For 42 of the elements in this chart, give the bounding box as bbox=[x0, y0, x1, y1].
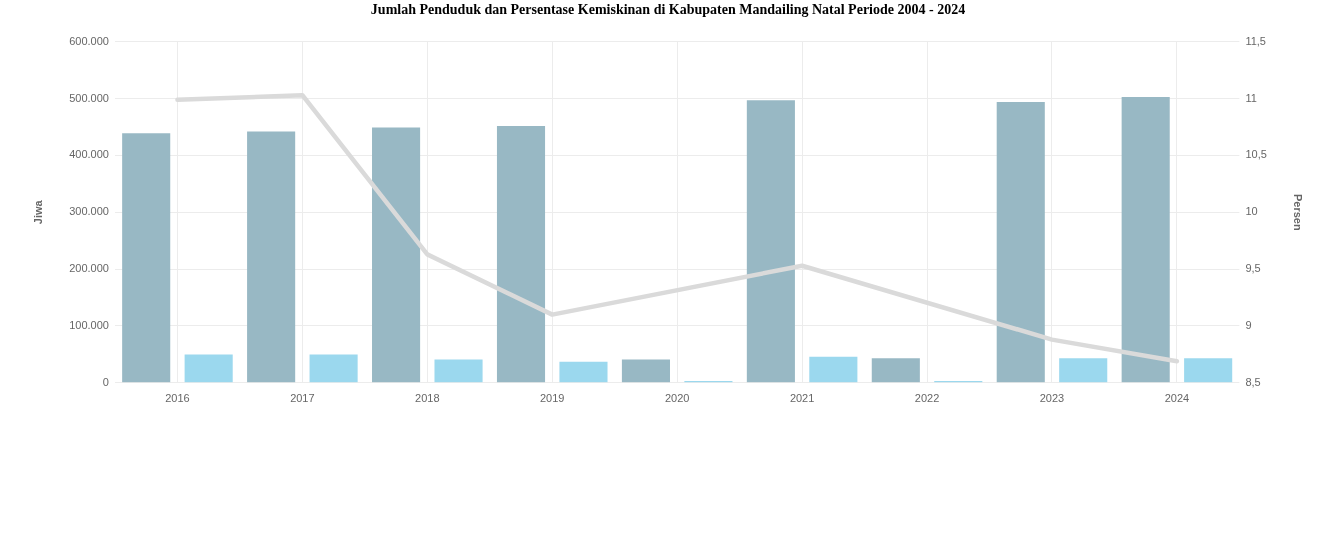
bar bbox=[122, 133, 171, 383]
y2-tick-label: 9,5 bbox=[1245, 262, 1261, 275]
y-tick-label: 600.000 bbox=[69, 34, 109, 47]
y2-tick-label: 9 bbox=[1245, 319, 1252, 331]
bar bbox=[809, 356, 858, 383]
bar bbox=[1059, 358, 1108, 383]
bar bbox=[247, 131, 296, 383]
y-tick-label: 300.000 bbox=[69, 205, 109, 218]
x-tick-label: 2016 bbox=[165, 392, 190, 405]
y-tick-label: 0 bbox=[102, 375, 109, 388]
y2-tick-label: 8,5 bbox=[1245, 375, 1261, 388]
bar bbox=[372, 127, 421, 383]
y2-tick-label: 11,5 bbox=[1245, 34, 1266, 47]
bar bbox=[746, 100, 795, 383]
y2-tick-label: 11 bbox=[1245, 91, 1257, 104]
y2-tick-label: 10 bbox=[1245, 205, 1258, 218]
x-tick-label: 2023 bbox=[1039, 392, 1065, 405]
y-tick-label: 400.000 bbox=[69, 148, 109, 161]
bar bbox=[871, 358, 920, 383]
bar bbox=[1184, 358, 1233, 383]
x-tick-label: 2019 bbox=[540, 392, 565, 405]
bar bbox=[309, 354, 358, 383]
y-axis-title: Jiwa bbox=[31, 199, 44, 225]
y-tick-label: 100.000 bbox=[69, 319, 109, 331]
y-tick-label: 500.000 bbox=[69, 91, 109, 104]
chart-title: Jumlah Penduduk dan Persentase Kemiskinan di Kabupaten Mandailing Natal Periode 2004 - 2024 bbox=[370, 2, 966, 18]
bar bbox=[559, 361, 608, 383]
bar bbox=[496, 125, 546, 383]
x-tick-label: 2017 bbox=[290, 392, 315, 405]
bar bbox=[1121, 96, 1170, 383]
bar bbox=[434, 359, 483, 383]
x-tick-label: 2020 bbox=[664, 392, 690, 405]
x-tick-label: 2018 bbox=[415, 392, 440, 405]
bar bbox=[184, 354, 233, 383]
y2-axis-title: Persen bbox=[1292, 193, 1305, 231]
x-tick-label: 2021 bbox=[789, 392, 815, 405]
x-tick-label: 2024 bbox=[1164, 392, 1190, 405]
bar bbox=[621, 359, 670, 383]
y2-tick-label: 10,5 bbox=[1245, 148, 1267, 161]
y-tick-label: 200.000 bbox=[69, 262, 109, 275]
x-tick-label: 2022 bbox=[914, 392, 940, 405]
bar bbox=[996, 102, 1045, 383]
